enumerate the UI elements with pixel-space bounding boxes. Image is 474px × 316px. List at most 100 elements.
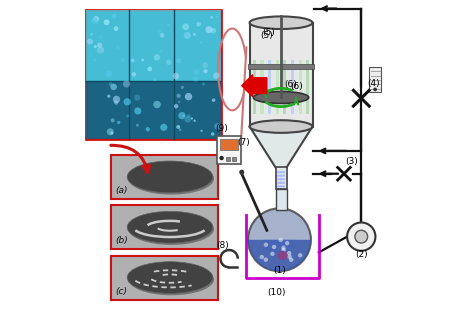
- Circle shape: [187, 114, 191, 118]
- Circle shape: [205, 26, 212, 33]
- Text: (10): (10): [267, 288, 285, 297]
- Circle shape: [116, 46, 120, 49]
- Wedge shape: [264, 240, 295, 256]
- Circle shape: [283, 181, 285, 184]
- Bar: [217, 136, 241, 164]
- Circle shape: [216, 15, 218, 17]
- Circle shape: [277, 171, 280, 173]
- Circle shape: [355, 230, 368, 243]
- Circle shape: [202, 82, 205, 86]
- Circle shape: [124, 98, 131, 106]
- Circle shape: [280, 185, 283, 188]
- Text: (a): (a): [115, 186, 128, 195]
- Circle shape: [278, 251, 287, 260]
- Circle shape: [272, 245, 276, 249]
- Circle shape: [193, 76, 199, 82]
- Text: (5): (5): [261, 32, 273, 40]
- Circle shape: [280, 178, 283, 180]
- Ellipse shape: [127, 211, 213, 243]
- Text: (8): (8): [217, 241, 229, 250]
- Text: (3): (3): [346, 157, 358, 166]
- Circle shape: [134, 94, 140, 100]
- Circle shape: [219, 156, 224, 160]
- Circle shape: [167, 24, 170, 27]
- Circle shape: [93, 58, 97, 62]
- Bar: [248, 64, 314, 69]
- Bar: [86, 10, 221, 139]
- Circle shape: [166, 60, 172, 65]
- Circle shape: [160, 33, 164, 38]
- Bar: [299, 60, 302, 114]
- Circle shape: [281, 246, 286, 250]
- Ellipse shape: [128, 163, 214, 195]
- Text: (7): (7): [237, 138, 250, 148]
- Circle shape: [104, 19, 109, 25]
- Circle shape: [123, 80, 130, 88]
- Ellipse shape: [128, 213, 214, 245]
- Circle shape: [157, 29, 162, 33]
- Text: (5): (5): [262, 28, 275, 37]
- Circle shape: [200, 41, 202, 44]
- Circle shape: [90, 33, 93, 36]
- Bar: [111, 155, 218, 199]
- Circle shape: [280, 171, 283, 173]
- Circle shape: [110, 84, 117, 90]
- Polygon shape: [250, 126, 312, 167]
- Circle shape: [210, 16, 213, 19]
- Circle shape: [87, 39, 93, 45]
- Circle shape: [193, 69, 200, 75]
- Circle shape: [279, 238, 283, 242]
- Circle shape: [283, 185, 285, 188]
- Bar: [253, 60, 256, 114]
- Circle shape: [193, 33, 196, 36]
- Circle shape: [184, 116, 191, 123]
- Circle shape: [283, 174, 285, 177]
- Bar: [268, 60, 271, 114]
- Circle shape: [283, 178, 285, 180]
- Circle shape: [106, 70, 112, 77]
- Circle shape: [141, 58, 144, 61]
- Circle shape: [277, 178, 280, 180]
- Circle shape: [280, 174, 283, 177]
- Ellipse shape: [127, 262, 213, 294]
- Circle shape: [120, 58, 125, 62]
- Circle shape: [173, 73, 179, 79]
- Circle shape: [264, 242, 268, 247]
- Circle shape: [285, 241, 289, 245]
- Circle shape: [117, 121, 120, 124]
- Circle shape: [109, 82, 113, 86]
- Bar: [306, 60, 310, 114]
- Bar: [369, 67, 381, 92]
- Circle shape: [107, 128, 114, 135]
- Circle shape: [94, 45, 97, 48]
- Circle shape: [191, 117, 193, 120]
- Circle shape: [211, 132, 215, 136]
- Circle shape: [298, 253, 302, 258]
- Circle shape: [93, 16, 99, 22]
- Bar: [219, 139, 238, 150]
- Circle shape: [287, 251, 292, 255]
- Circle shape: [281, 253, 285, 258]
- Circle shape: [176, 94, 181, 98]
- Text: (6): (6): [284, 80, 297, 89]
- Circle shape: [185, 93, 192, 100]
- Circle shape: [153, 78, 156, 81]
- Circle shape: [182, 23, 189, 30]
- Circle shape: [107, 94, 110, 98]
- Bar: [260, 60, 264, 114]
- Circle shape: [132, 72, 136, 76]
- Text: (1): (1): [273, 266, 286, 275]
- Circle shape: [91, 18, 98, 24]
- Circle shape: [111, 14, 117, 19]
- Circle shape: [270, 252, 274, 256]
- Circle shape: [202, 62, 208, 68]
- Circle shape: [160, 124, 167, 131]
- Ellipse shape: [254, 92, 309, 103]
- Circle shape: [277, 181, 280, 184]
- Bar: [111, 205, 218, 249]
- Circle shape: [176, 58, 181, 63]
- Circle shape: [373, 88, 377, 91]
- Text: (9): (9): [216, 124, 228, 133]
- Circle shape: [114, 26, 118, 31]
- Circle shape: [214, 123, 221, 130]
